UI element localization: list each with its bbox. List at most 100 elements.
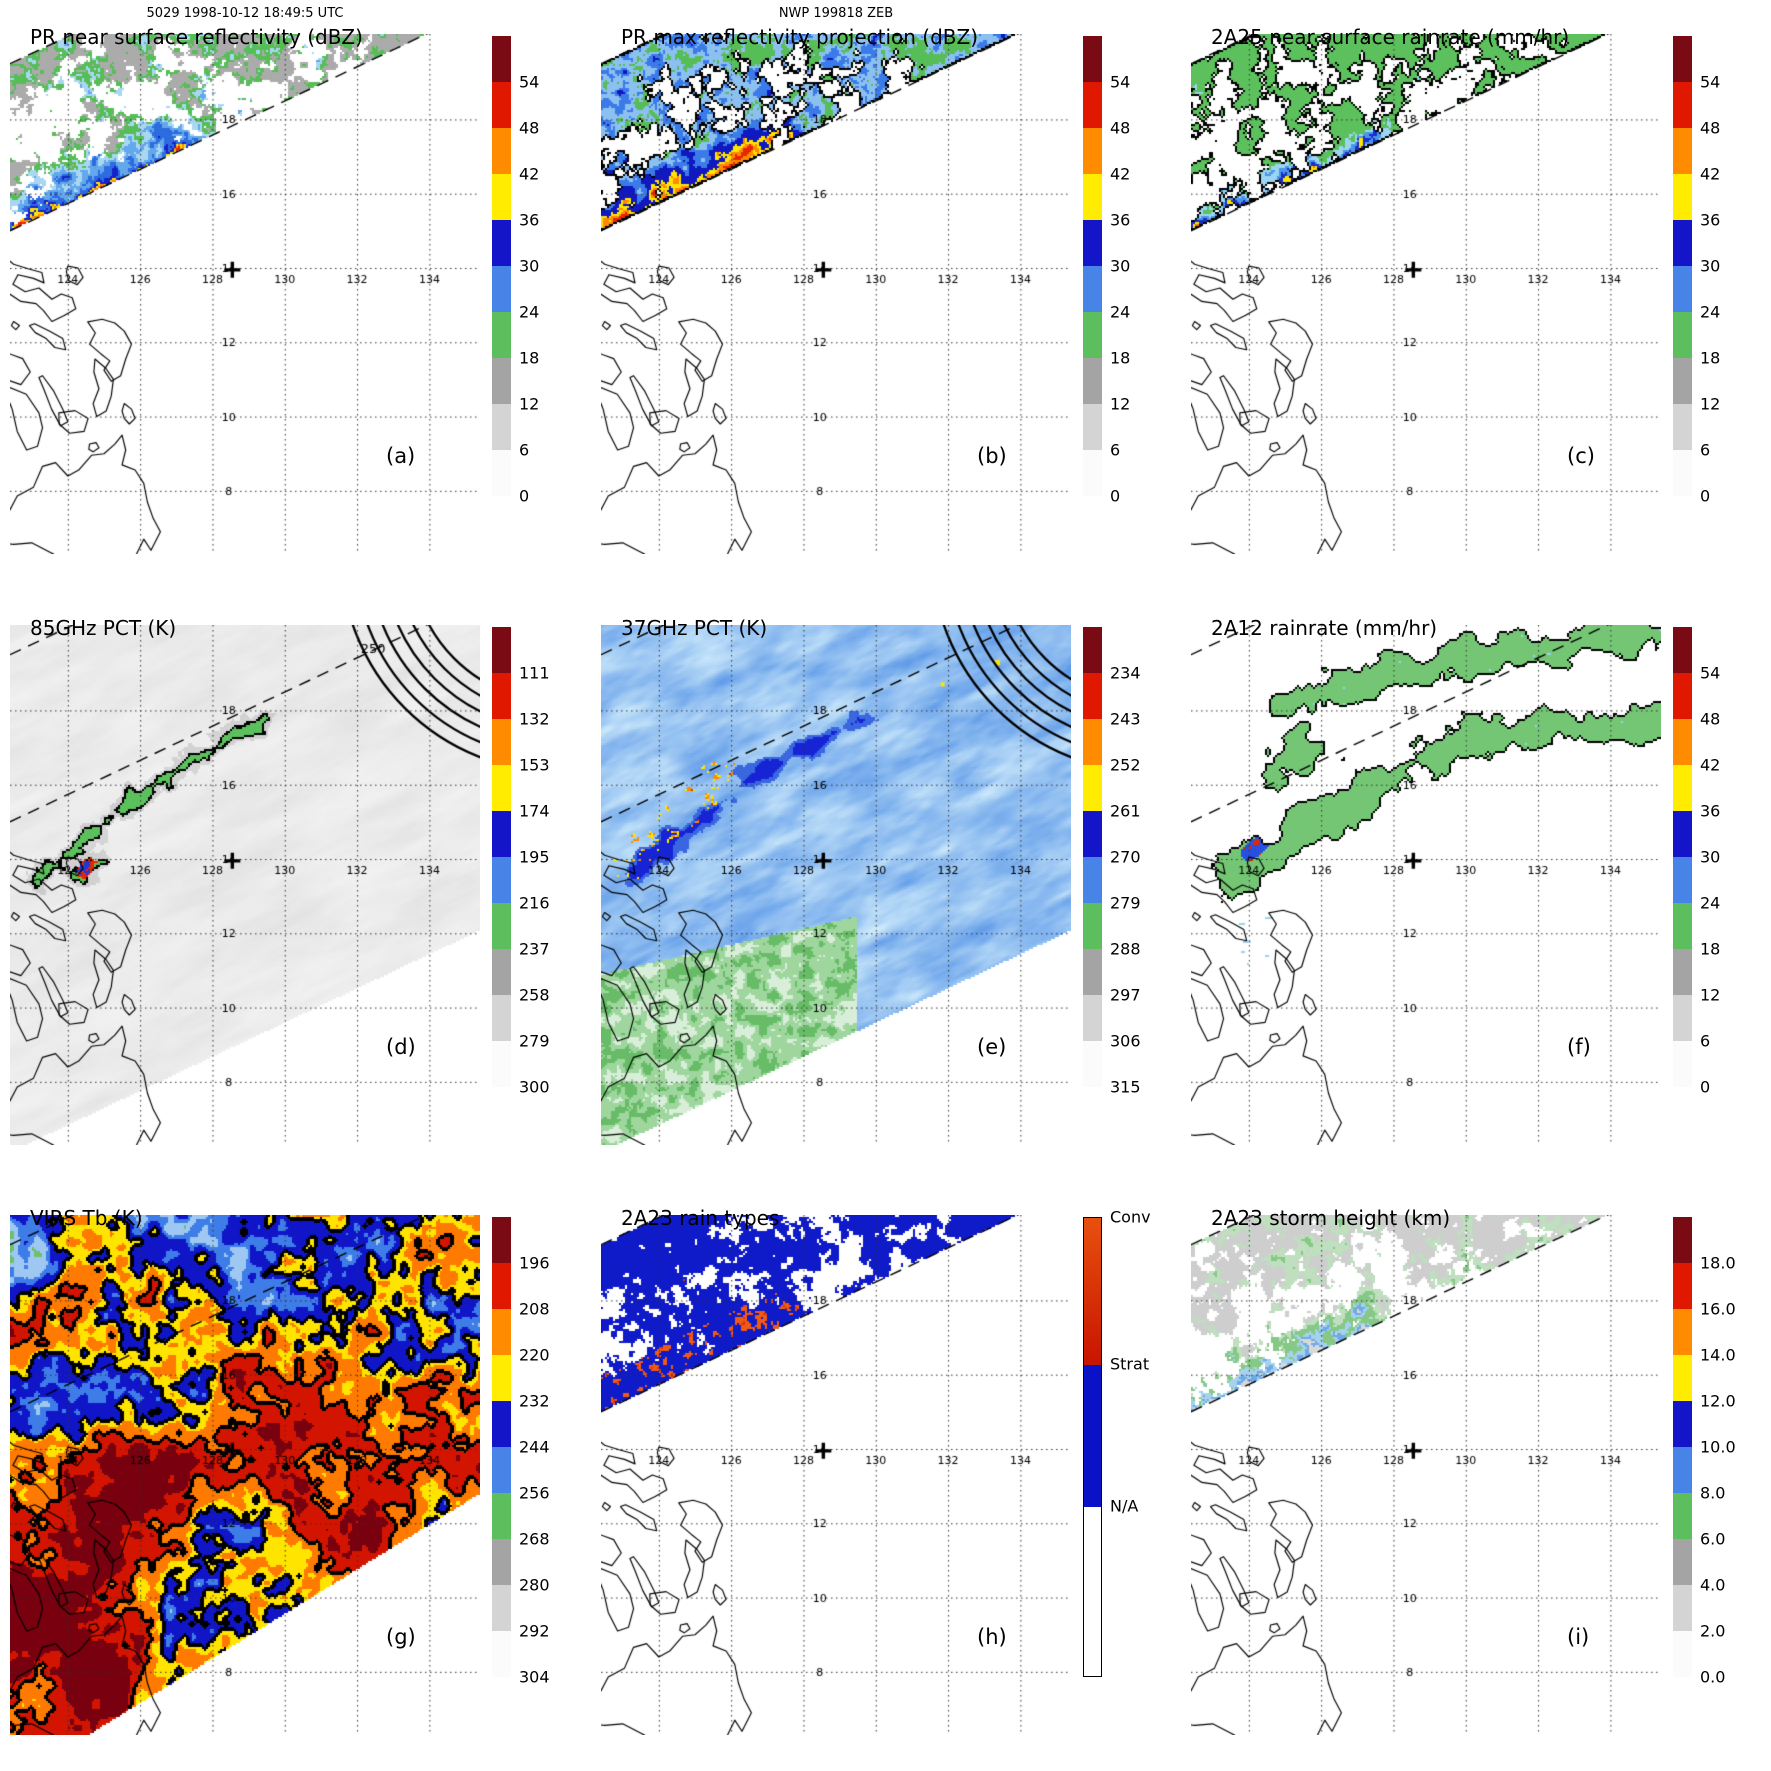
- colorbar-segment: [492, 1447, 511, 1493]
- colorbar-tick: 24: [1700, 893, 1721, 913]
- colorbar-tick: 48: [1700, 118, 1721, 138]
- colorbar-segment-strat: [1084, 1364, 1101, 1507]
- colorbar-segment: [1673, 949, 1692, 995]
- colorbar-segment: [492, 857, 511, 903]
- colorbar-tick: 270: [1110, 847, 1141, 867]
- panel-e: 37GHz PCT (K) 234 243 252 261 270 279 288 297 30…: [591, 591, 1181, 1181]
- colorbar-tick: 36: [519, 210, 540, 230]
- colorbar-segment: [1673, 673, 1692, 719]
- colorbar-segment: [1673, 857, 1692, 903]
- colorbar-tick: 54: [1700, 72, 1721, 92]
- colorbar-tick: 16.0: [1700, 1299, 1736, 1319]
- panel-g: VIRS Tb (K) 196 208 220 232 244 256 268 280 292 3…: [0, 1181, 590, 1771]
- colorbar-segment: [1673, 174, 1692, 220]
- colorbar-tick: 111: [519, 663, 550, 683]
- colorbar-tick: 48: [519, 118, 540, 138]
- colorbar-segment: [492, 719, 511, 765]
- colorbar-tick: 0: [1700, 1077, 1711, 1097]
- colorbar-tick: 42: [519, 164, 540, 184]
- colorbar-segment: [1083, 266, 1102, 312]
- colorbar-segment: [1083, 174, 1102, 220]
- colorbar-bar: [492, 627, 511, 1087]
- colorbar-segment: [1673, 1447, 1692, 1493]
- colorbar-tick: 12: [1110, 394, 1131, 414]
- colorbar-segment: [1673, 82, 1692, 128]
- panel-i-colorbar: 18.0 16.0 14.0 12.0 10.0 8.0 6.0 4.0 2.0 0.0: [1673, 1217, 1769, 1692]
- colorbar-segment: [1083, 1041, 1102, 1087]
- colorbar-segment: [492, 1631, 511, 1677]
- colorbar-segment: [1673, 36, 1692, 82]
- panel-d: 85GHz PCT (K) 111 132 153 174 195 216 237 258 27…: [0, 591, 590, 1181]
- colorbar-tick: 48: [1700, 709, 1721, 729]
- panel-b-colorbar: 54 48 42 36 30 24 18 12 6 0: [1083, 36, 1179, 511]
- colorbar-tick: 14.0: [1700, 1345, 1736, 1365]
- colorbar-segment: [492, 450, 511, 496]
- colorbar-segment: [492, 174, 511, 220]
- colorbar-tick: 24: [1700, 302, 1721, 322]
- colorbar-tick: 279: [1110, 893, 1141, 913]
- colorbar-tick: 30: [1700, 847, 1721, 867]
- colorbar-segment: [492, 128, 511, 174]
- colorbar-segment: [1083, 719, 1102, 765]
- colorbar-tick: 36: [1700, 210, 1721, 230]
- colorbar-segment-na: [1084, 1506, 1101, 1676]
- colorbar-bar: [492, 1217, 511, 1677]
- panel-a: 5029 1998-10-12 18:49:5 UTC PR near surf…: [0, 0, 590, 590]
- colorbar-bar: [1673, 627, 1692, 1087]
- colorbar-tick: 220: [519, 1345, 550, 1365]
- colorbar-segment: [1083, 811, 1102, 857]
- colorbar-tick: 18: [1110, 348, 1131, 368]
- colorbar-segment: [492, 1217, 511, 1263]
- colorbar-segment: [1083, 312, 1102, 358]
- colorbar-tick: 232: [519, 1391, 550, 1411]
- colorbar-tick: 2.0: [1700, 1621, 1726, 1641]
- colorbar-segment: [492, 811, 511, 857]
- panel-g-colorbar: 196 208 220 232 244 256 268 280 292 304: [492, 1217, 588, 1692]
- colorbar-tick: 18: [1700, 939, 1721, 959]
- panel-g-letter: (g): [386, 1625, 416, 1649]
- panel-d-title: 85GHz PCT (K): [30, 616, 177, 640]
- panel-h-title: 2A23 rain types: [621, 1206, 780, 1230]
- colorbar-tick: 304: [519, 1667, 550, 1687]
- colorbar-segment: [1083, 765, 1102, 811]
- colorbar-segment: [492, 627, 511, 673]
- colorbar-segment: [1673, 1631, 1692, 1677]
- colorbar-tick: 243: [1110, 709, 1141, 729]
- panel-a-letter: (a): [386, 444, 416, 468]
- panel-a-header: 5029 1998-10-12 18:49:5 UTC: [146, 6, 344, 21]
- colorbar-segment: [1673, 266, 1692, 312]
- colorbar-tick: 0: [1110, 486, 1121, 506]
- panel-a-map: [10, 34, 480, 554]
- panel-c: 2A25 near surface rainrate (mm/hr) 54 48 4…: [1181, 0, 1771, 590]
- colorbar-segment: [1083, 82, 1102, 128]
- panel-b-letter: (b): [977, 444, 1007, 468]
- colorbar-tick: 30: [519, 256, 540, 276]
- colorbar-tick: 12: [1700, 985, 1721, 1005]
- colorbar-segment: [1673, 312, 1692, 358]
- colorbar-tick: 237: [519, 939, 550, 959]
- panel-c-title: 2A25 near surface rainrate (mm/hr): [1211, 25, 1570, 49]
- colorbar-segment: [1083, 220, 1102, 266]
- panel-i-map: [1191, 1215, 1661, 1735]
- colorbar-tick: 258: [519, 985, 550, 1005]
- colorbar-tick: 153: [519, 755, 550, 775]
- colorbar-tick: 42: [1700, 755, 1721, 775]
- colorbar-segment: [492, 765, 511, 811]
- colorbar-segment: [492, 995, 511, 1041]
- colorbar-tick: 6: [1700, 1031, 1711, 1051]
- colorbar-segment: [492, 949, 511, 995]
- colorbar-segment: [1673, 1217, 1692, 1263]
- colorbar-segment: [492, 903, 511, 949]
- colorbar-tick: 54: [1700, 663, 1721, 683]
- colorbar-tick: 288: [1110, 939, 1141, 959]
- colorbar-tick: 24: [1110, 302, 1131, 322]
- colorbar-segment: [1673, 1585, 1692, 1631]
- colorbar-segment: [492, 312, 511, 358]
- panel-f: 2A12 rainrate (mm/hr) 54 48 42 36 30 24 18 12 6 0…: [1181, 591, 1771, 1181]
- colorbar-tick: 196: [519, 1253, 550, 1273]
- panel-h-letter: (h): [977, 1625, 1007, 1649]
- colorbar-tick: 279: [519, 1031, 550, 1051]
- colorbar-segment: [1083, 404, 1102, 450]
- colorbar-segment: [1673, 450, 1692, 496]
